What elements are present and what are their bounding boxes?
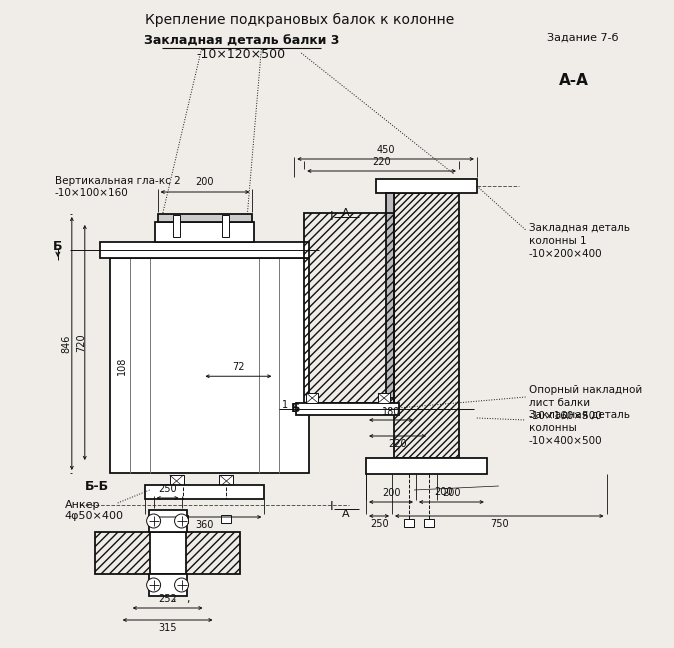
Text: 200: 200 [381, 488, 400, 498]
Text: лист балки: лист балки [528, 398, 590, 408]
Text: 72: 72 [232, 362, 245, 372]
Bar [149, 510, 187, 532]
Text: 315: 315 [158, 623, 177, 633]
Text: 220: 220 [388, 439, 407, 449]
Bar [177, 515, 187, 523]
Text: колонны: колонны [528, 423, 576, 433]
Text: -10×100×160: -10×100×160 [55, 188, 129, 198]
Bar [404, 519, 414, 527]
Text: I: I [330, 211, 333, 224]
Text: 846: 846 [62, 334, 72, 353]
Bar [100, 242, 309, 258]
Text: 250: 250 [158, 484, 177, 494]
Text: 250: 250 [370, 519, 388, 529]
Bar [185, 532, 241, 574]
Text: Крепление подкрановых балок к колонне: Крепление подкрановых балок к колонне [145, 13, 454, 27]
Text: 200: 200 [435, 487, 453, 497]
Text: Закладная деталь: Закладная деталь [528, 410, 630, 420]
Bar [145, 485, 264, 499]
Text: I: I [330, 500, 333, 513]
Bar [95, 532, 168, 574]
Text: 200: 200 [442, 488, 460, 498]
Bar [376, 179, 477, 193]
Circle shape [147, 514, 160, 528]
Circle shape [147, 578, 160, 592]
Text: 360: 360 [195, 520, 214, 530]
Bar [386, 193, 394, 398]
Text: А: А [342, 208, 350, 218]
Bar [150, 532, 185, 574]
Bar [366, 458, 487, 474]
Text: Анкер: Анкер [65, 500, 100, 510]
Text: 108: 108 [117, 356, 127, 375]
Text: -10×160×500: -10×160×500 [528, 411, 603, 421]
Bar [222, 515, 231, 523]
Bar [378, 393, 390, 403]
Text: 220: 220 [372, 157, 391, 167]
Text: Закладная деталь балки 3: Закладная деталь балки 3 [144, 35, 339, 48]
Text: Закладная деталь: Закладная деталь [528, 223, 630, 233]
Circle shape [175, 578, 189, 592]
Text: Б: Б [291, 402, 301, 415]
Text: 4φ50×400: 4φ50×400 [65, 511, 124, 521]
Circle shape [175, 514, 189, 528]
Text: А-А: А-А [559, 73, 588, 88]
Text: Б: Б [53, 240, 63, 253]
Text: -10×400×500: -10×400×500 [528, 436, 603, 446]
Text: ,: , [186, 594, 189, 604]
Bar [297, 403, 399, 415]
Text: 180: 180 [382, 407, 400, 417]
Text: -10×200×400: -10×200×400 [528, 249, 603, 259]
Bar [222, 215, 229, 237]
Text: Опорный накладной: Опорный накладной [528, 385, 642, 395]
Bar [220, 475, 233, 487]
Bar [154, 222, 254, 242]
Bar [158, 214, 252, 222]
Text: Вертикальная гла-кс 2: Вертикальная гла-кс 2 [55, 176, 181, 186]
Bar [149, 574, 187, 596]
Text: 750: 750 [490, 519, 509, 529]
Text: 200: 200 [195, 177, 214, 187]
Bar [306, 393, 318, 403]
Bar [173, 215, 179, 237]
Text: 450: 450 [376, 145, 395, 155]
Text: 720: 720 [75, 333, 86, 352]
Bar [424, 519, 434, 527]
Text: -10×120×500: -10×120×500 [197, 48, 286, 61]
Text: 252: 252 [158, 594, 177, 604]
Text: колонны 1: колонны 1 [528, 236, 586, 246]
Text: 1: 1 [282, 400, 288, 410]
Bar [394, 193, 459, 458]
Bar [170, 475, 183, 487]
Text: ,: , [173, 593, 176, 603]
Text: Б-Б: Б-Б [85, 480, 109, 493]
Text: Задание 7-б: Задание 7-б [547, 33, 619, 43]
Bar [304, 213, 394, 403]
Text: А: А [342, 509, 350, 519]
Bar [110, 258, 309, 473]
